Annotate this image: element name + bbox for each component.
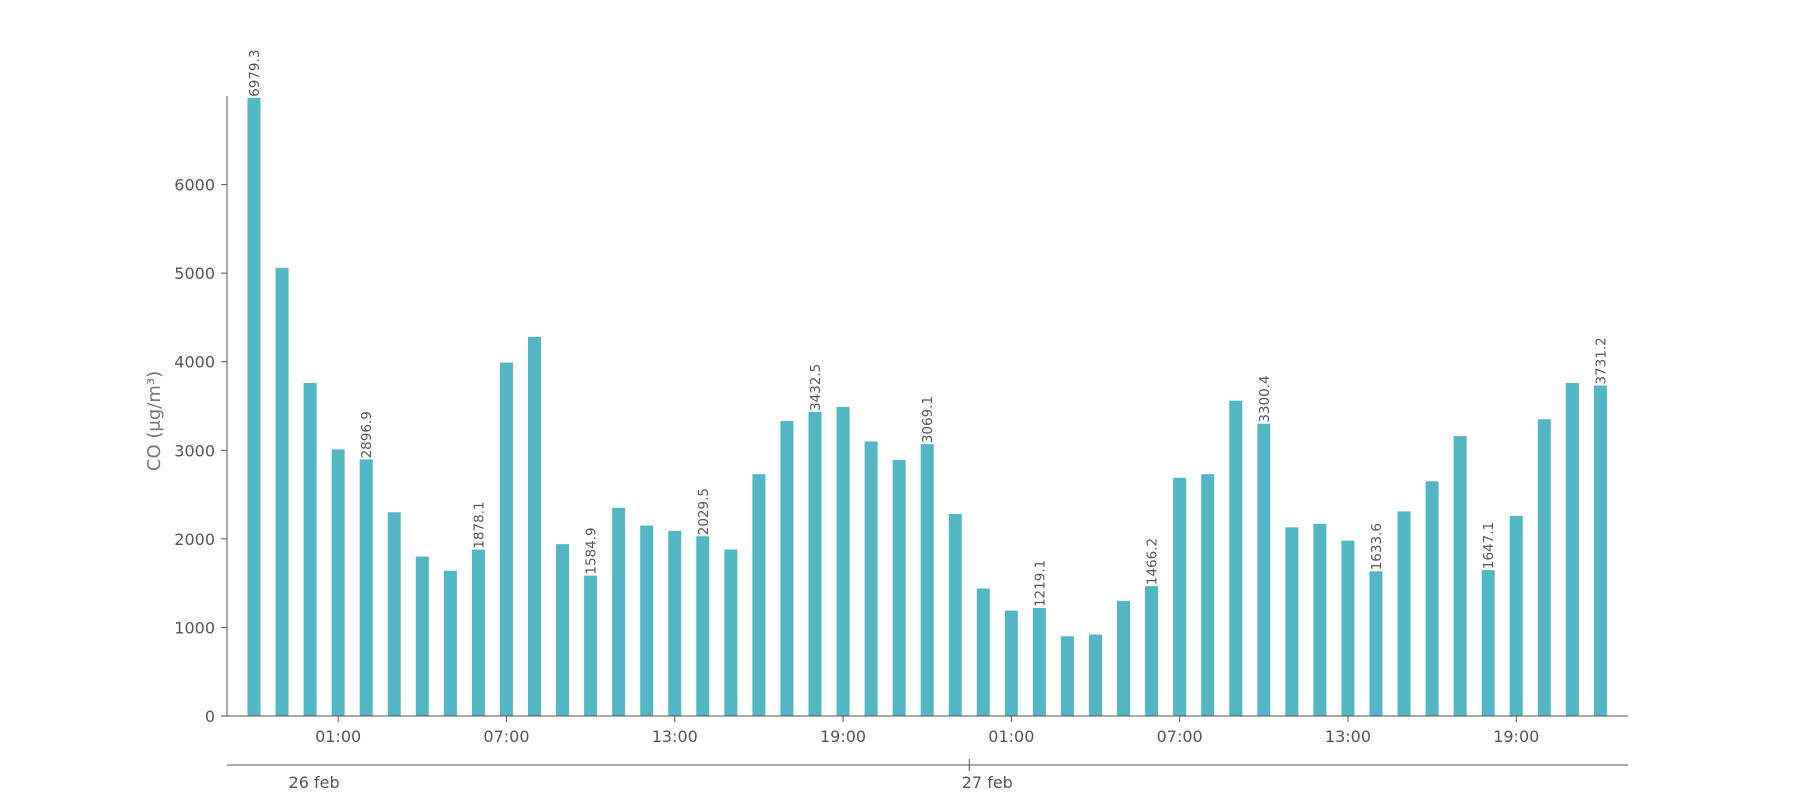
bar bbox=[303, 382, 317, 716]
bar bbox=[499, 362, 513, 716]
day-ticks-group: 26 feb 27 feb bbox=[289, 759, 1013, 792]
data-label: 3300.4 bbox=[1257, 375, 1273, 422]
bar bbox=[640, 525, 654, 716]
data-label: 1647.1 bbox=[1481, 522, 1497, 569]
bar bbox=[247, 97, 261, 716]
y-tick-label: 5000 bbox=[174, 264, 215, 283]
data-label: 2029.5 bbox=[696, 488, 712, 535]
x-tick-label: 01:00 bbox=[315, 727, 361, 746]
bar bbox=[1481, 570, 1495, 716]
bar bbox=[1509, 515, 1523, 716]
bar bbox=[1285, 527, 1299, 716]
bar bbox=[556, 544, 570, 716]
bar bbox=[976, 588, 990, 716]
bar bbox=[696, 536, 710, 716]
data-label: 2896.9 bbox=[359, 411, 375, 458]
bar bbox=[1537, 419, 1551, 716]
y-ticks-group: 0 1000 2000 3000 4000 5000 6000 bbox=[174, 176, 227, 726]
bar bbox=[612, 507, 626, 716]
data-labels-group: 6979.3 2896.9 1878.1 1584.9 2029.5 3432.5 3069… bbox=[247, 50, 1609, 607]
bar bbox=[1425, 481, 1439, 716]
y-tick-label: 4000 bbox=[174, 353, 215, 372]
x-tick-label: 01:00 bbox=[988, 727, 1034, 746]
bar bbox=[528, 336, 541, 716]
bar bbox=[836, 406, 850, 716]
bar bbox=[1257, 423, 1271, 716]
x-ticks-group: 01:00 07:00 13:00 19:00 01:00 07:00 13:00 19:00 bbox=[315, 716, 1539, 746]
bar bbox=[1453, 436, 1467, 716]
bars-group bbox=[247, 97, 1607, 716]
bar bbox=[471, 549, 485, 716]
bar bbox=[387, 512, 401, 716]
bar bbox=[1117, 600, 1131, 716]
bar bbox=[1313, 523, 1327, 716]
data-label: 6979.3 bbox=[247, 50, 263, 97]
y-tick-label: 0 bbox=[205, 707, 215, 726]
bar bbox=[1032, 608, 1046, 716]
y-tick-label: 6000 bbox=[174, 176, 215, 195]
bar bbox=[1060, 636, 1074, 716]
bar bbox=[443, 570, 457, 716]
data-label: 1878.1 bbox=[471, 501, 487, 548]
bar bbox=[1565, 382, 1579, 716]
bar bbox=[948, 514, 962, 716]
bar bbox=[1593, 385, 1607, 716]
y-axis-label: CO (μg/m³) bbox=[144, 371, 165, 471]
bar bbox=[359, 459, 373, 716]
bar bbox=[864, 441, 878, 716]
bar bbox=[1145, 586, 1159, 716]
data-label: 3731.2 bbox=[1593, 337, 1609, 384]
data-label: 1633.6 bbox=[1369, 523, 1385, 570]
x-tick-label: 07:00 bbox=[483, 727, 529, 746]
bar bbox=[668, 530, 682, 716]
bar bbox=[584, 575, 598, 716]
x-tick-label: 07:00 bbox=[1157, 727, 1203, 746]
day-label: 27 feb bbox=[962, 773, 1013, 792]
bar bbox=[724, 549, 738, 716]
bar bbox=[808, 411, 822, 716]
bar bbox=[892, 460, 906, 716]
data-label: 3432.5 bbox=[808, 364, 824, 411]
bar bbox=[1201, 474, 1215, 716]
bar bbox=[1229, 400, 1243, 716]
bar bbox=[331, 449, 345, 716]
x-tick-label: 19:00 bbox=[820, 727, 866, 746]
y-tick-label: 1000 bbox=[174, 618, 215, 637]
bar bbox=[752, 474, 766, 716]
bar bbox=[1173, 477, 1187, 716]
bar bbox=[1341, 540, 1355, 716]
data-label: 1584.9 bbox=[584, 527, 600, 574]
x-tick-label: 13:00 bbox=[1325, 727, 1371, 746]
bar bbox=[1369, 571, 1383, 716]
bar bbox=[920, 444, 934, 716]
data-label: 1219.1 bbox=[1032, 560, 1048, 607]
bar bbox=[1004, 610, 1018, 716]
y-tick-label: 2000 bbox=[174, 530, 215, 549]
data-label: 3069.1 bbox=[920, 396, 936, 443]
bar bbox=[780, 421, 794, 716]
bar bbox=[415, 556, 429, 716]
bar bbox=[1089, 634, 1102, 716]
bar bbox=[275, 267, 289, 716]
day-label: 26 feb bbox=[289, 773, 340, 792]
y-tick-label: 3000 bbox=[174, 441, 215, 460]
x-tick-label: 13:00 bbox=[652, 727, 698, 746]
bar bbox=[1397, 511, 1411, 716]
data-label: 1466.2 bbox=[1145, 538, 1161, 585]
x-tick-label: 19:00 bbox=[1493, 727, 1539, 746]
